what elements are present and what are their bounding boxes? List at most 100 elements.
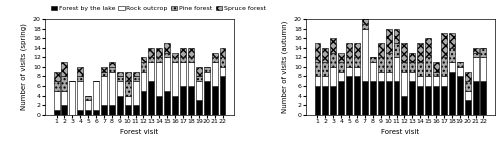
Bar xyxy=(362,81,368,115)
Bar xyxy=(54,81,60,91)
Bar xyxy=(140,57,146,62)
Bar xyxy=(410,72,416,81)
Bar xyxy=(172,57,178,62)
Bar xyxy=(472,48,478,53)
Bar xyxy=(132,72,138,76)
Bar xyxy=(322,62,328,76)
Bar xyxy=(172,52,178,57)
Bar xyxy=(464,100,470,115)
Bar xyxy=(354,43,360,57)
Bar xyxy=(354,57,360,67)
Bar xyxy=(180,57,186,62)
Bar xyxy=(322,48,328,62)
Bar xyxy=(425,86,431,115)
Bar xyxy=(330,52,336,67)
Bar xyxy=(354,76,360,115)
Bar xyxy=(132,81,138,105)
Bar xyxy=(196,81,202,100)
Bar xyxy=(212,86,218,115)
Bar xyxy=(62,91,68,105)
Bar xyxy=(148,48,154,57)
Bar xyxy=(433,72,439,76)
Bar xyxy=(330,86,336,115)
Bar xyxy=(362,24,368,29)
Bar xyxy=(117,76,122,81)
Bar xyxy=(346,67,352,76)
Bar xyxy=(109,67,115,72)
Bar xyxy=(457,76,462,115)
Bar xyxy=(441,33,447,57)
Bar xyxy=(62,62,68,76)
Bar xyxy=(464,91,470,100)
Bar xyxy=(172,96,178,115)
Bar xyxy=(204,81,210,115)
Bar xyxy=(140,91,146,115)
Y-axis label: Number of visits (autumn): Number of visits (autumn) xyxy=(282,21,288,113)
Bar xyxy=(188,57,194,62)
Bar xyxy=(156,57,162,62)
Y-axis label: Number of visits (spring): Number of visits (spring) xyxy=(21,24,28,110)
Bar xyxy=(140,62,146,72)
Bar xyxy=(425,38,431,57)
Bar xyxy=(124,96,130,105)
X-axis label: Forest visit: Forest visit xyxy=(120,129,158,135)
Bar xyxy=(362,19,368,24)
Bar xyxy=(418,62,423,76)
Bar xyxy=(472,52,478,57)
Bar xyxy=(220,76,226,115)
Bar xyxy=(188,62,194,86)
Bar xyxy=(188,86,194,115)
Bar xyxy=(346,76,352,115)
Bar xyxy=(457,62,462,67)
Bar xyxy=(78,76,83,81)
Bar xyxy=(156,96,162,115)
Bar xyxy=(164,91,170,115)
Bar xyxy=(70,81,75,115)
Bar xyxy=(220,57,226,67)
Bar xyxy=(117,96,122,115)
Bar xyxy=(338,81,344,115)
Bar xyxy=(425,57,431,76)
Bar xyxy=(410,62,416,72)
Bar xyxy=(204,67,210,72)
Bar xyxy=(402,72,407,96)
X-axis label: Forest visit: Forest visit xyxy=(382,129,420,135)
Bar xyxy=(457,67,462,76)
Bar xyxy=(394,81,400,115)
Bar xyxy=(378,43,384,57)
Bar xyxy=(78,81,83,110)
Bar xyxy=(418,76,423,86)
Bar xyxy=(322,86,328,115)
Bar xyxy=(188,48,194,57)
Bar xyxy=(354,67,360,76)
Bar xyxy=(62,76,68,91)
Bar xyxy=(338,52,344,62)
Bar xyxy=(93,81,99,110)
Bar xyxy=(85,110,91,115)
Bar xyxy=(109,62,115,67)
Bar xyxy=(449,34,455,48)
Bar xyxy=(62,105,68,115)
Bar xyxy=(338,62,344,72)
Bar xyxy=(441,76,447,86)
Bar xyxy=(346,57,352,67)
Bar xyxy=(101,67,107,72)
Bar xyxy=(132,105,138,115)
Bar xyxy=(180,86,186,115)
Bar xyxy=(180,62,186,86)
Bar xyxy=(212,57,218,62)
Bar xyxy=(124,81,130,96)
Bar xyxy=(386,53,392,72)
Bar xyxy=(196,100,202,115)
Bar xyxy=(394,57,400,81)
Bar xyxy=(433,76,439,86)
Bar xyxy=(433,62,439,72)
Bar xyxy=(322,76,328,86)
Bar xyxy=(212,52,218,57)
Bar xyxy=(410,52,416,62)
Bar xyxy=(109,105,115,115)
Bar xyxy=(148,62,154,81)
Bar xyxy=(362,29,368,81)
Bar xyxy=(418,86,423,115)
Bar xyxy=(132,76,138,81)
